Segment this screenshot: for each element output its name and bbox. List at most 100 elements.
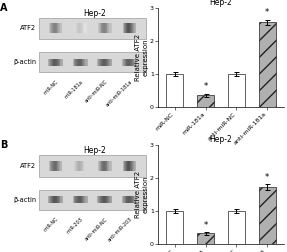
Bar bbox=[49, 161, 52, 171]
Bar bbox=[77, 161, 80, 171]
Bar bbox=[53, 161, 55, 171]
Bar bbox=[124, 23, 127, 34]
Bar bbox=[85, 58, 88, 66]
Bar bbox=[82, 196, 85, 203]
Bar bbox=[81, 161, 84, 171]
Bar bbox=[55, 161, 58, 171]
Bar bbox=[197, 234, 214, 244]
Bar bbox=[122, 58, 125, 66]
FancyBboxPatch shape bbox=[39, 190, 146, 210]
Bar bbox=[228, 211, 245, 244]
Bar bbox=[73, 23, 76, 34]
Bar bbox=[128, 23, 131, 34]
Bar bbox=[52, 196, 54, 203]
Bar bbox=[83, 58, 86, 66]
Bar bbox=[100, 58, 103, 66]
Bar bbox=[100, 161, 103, 171]
Text: miR-NC: miR-NC bbox=[42, 216, 59, 233]
Bar bbox=[108, 23, 111, 34]
Bar bbox=[84, 161, 87, 171]
Bar bbox=[131, 58, 133, 66]
Bar bbox=[104, 161, 106, 171]
Bar bbox=[133, 161, 135, 171]
Bar bbox=[53, 23, 55, 34]
Bar bbox=[51, 23, 53, 34]
Bar bbox=[109, 23, 112, 34]
Bar bbox=[124, 23, 126, 34]
Bar bbox=[56, 161, 59, 171]
Bar bbox=[54, 196, 57, 203]
Bar bbox=[123, 58, 125, 66]
Bar bbox=[126, 196, 129, 203]
Bar bbox=[106, 161, 108, 171]
Bar bbox=[50, 58, 53, 66]
Text: *: * bbox=[265, 173, 269, 182]
Bar bbox=[73, 161, 76, 171]
Bar bbox=[54, 161, 57, 171]
Bar bbox=[122, 196, 125, 203]
Bar bbox=[132, 58, 134, 66]
Bar bbox=[54, 23, 56, 34]
Bar bbox=[76, 161, 79, 171]
Bar bbox=[99, 23, 102, 34]
Bar bbox=[61, 58, 63, 66]
Bar bbox=[108, 196, 111, 203]
Bar bbox=[128, 58, 131, 66]
Bar bbox=[110, 58, 113, 66]
Bar bbox=[55, 23, 58, 34]
Bar bbox=[60, 161, 62, 171]
Bar bbox=[54, 23, 57, 34]
FancyBboxPatch shape bbox=[39, 17, 146, 39]
Bar bbox=[78, 23, 81, 34]
Bar bbox=[50, 23, 53, 34]
Bar bbox=[52, 23, 55, 34]
Bar bbox=[125, 196, 128, 203]
Bar bbox=[197, 96, 214, 107]
Bar bbox=[102, 161, 105, 171]
Bar bbox=[53, 196, 56, 203]
Bar bbox=[53, 58, 56, 66]
Bar bbox=[58, 23, 61, 34]
Bar bbox=[105, 196, 108, 203]
Bar bbox=[48, 196, 51, 203]
Bar bbox=[102, 23, 105, 34]
Bar bbox=[132, 161, 135, 171]
Bar bbox=[54, 58, 57, 66]
Bar bbox=[82, 23, 85, 34]
Bar bbox=[57, 161, 60, 171]
Bar bbox=[129, 196, 132, 203]
Y-axis label: Relative ATF2
expression: Relative ATF2 expression bbox=[135, 171, 148, 218]
Bar bbox=[107, 58, 110, 66]
Bar bbox=[127, 196, 130, 203]
Bar bbox=[75, 58, 77, 66]
Bar bbox=[73, 58, 76, 66]
Bar bbox=[110, 196, 113, 203]
Bar bbox=[107, 23, 110, 34]
Bar bbox=[130, 161, 132, 171]
Bar bbox=[103, 161, 105, 171]
Text: miR-NC: miR-NC bbox=[42, 79, 59, 96]
Bar bbox=[106, 161, 109, 171]
Text: ATF2: ATF2 bbox=[20, 163, 36, 169]
Bar bbox=[130, 196, 133, 203]
Bar bbox=[100, 23, 103, 34]
Text: anti-miR-181a: anti-miR-181a bbox=[104, 79, 133, 108]
Text: anti-miR-203: anti-miR-203 bbox=[106, 216, 133, 243]
Bar bbox=[83, 161, 85, 171]
Bar bbox=[51, 23, 54, 34]
Bar bbox=[104, 23, 107, 34]
Bar bbox=[132, 23, 135, 34]
Bar bbox=[51, 161, 53, 171]
Bar bbox=[166, 211, 183, 244]
Bar bbox=[80, 161, 82, 171]
Bar bbox=[84, 58, 87, 66]
Title: Hep-2: Hep-2 bbox=[210, 0, 232, 7]
Bar bbox=[50, 196, 53, 203]
Bar bbox=[128, 196, 131, 203]
Bar bbox=[59, 161, 61, 171]
Bar bbox=[73, 196, 76, 203]
Bar bbox=[75, 161, 78, 171]
Bar bbox=[79, 23, 82, 34]
Bar bbox=[56, 196, 59, 203]
Bar bbox=[82, 196, 84, 203]
